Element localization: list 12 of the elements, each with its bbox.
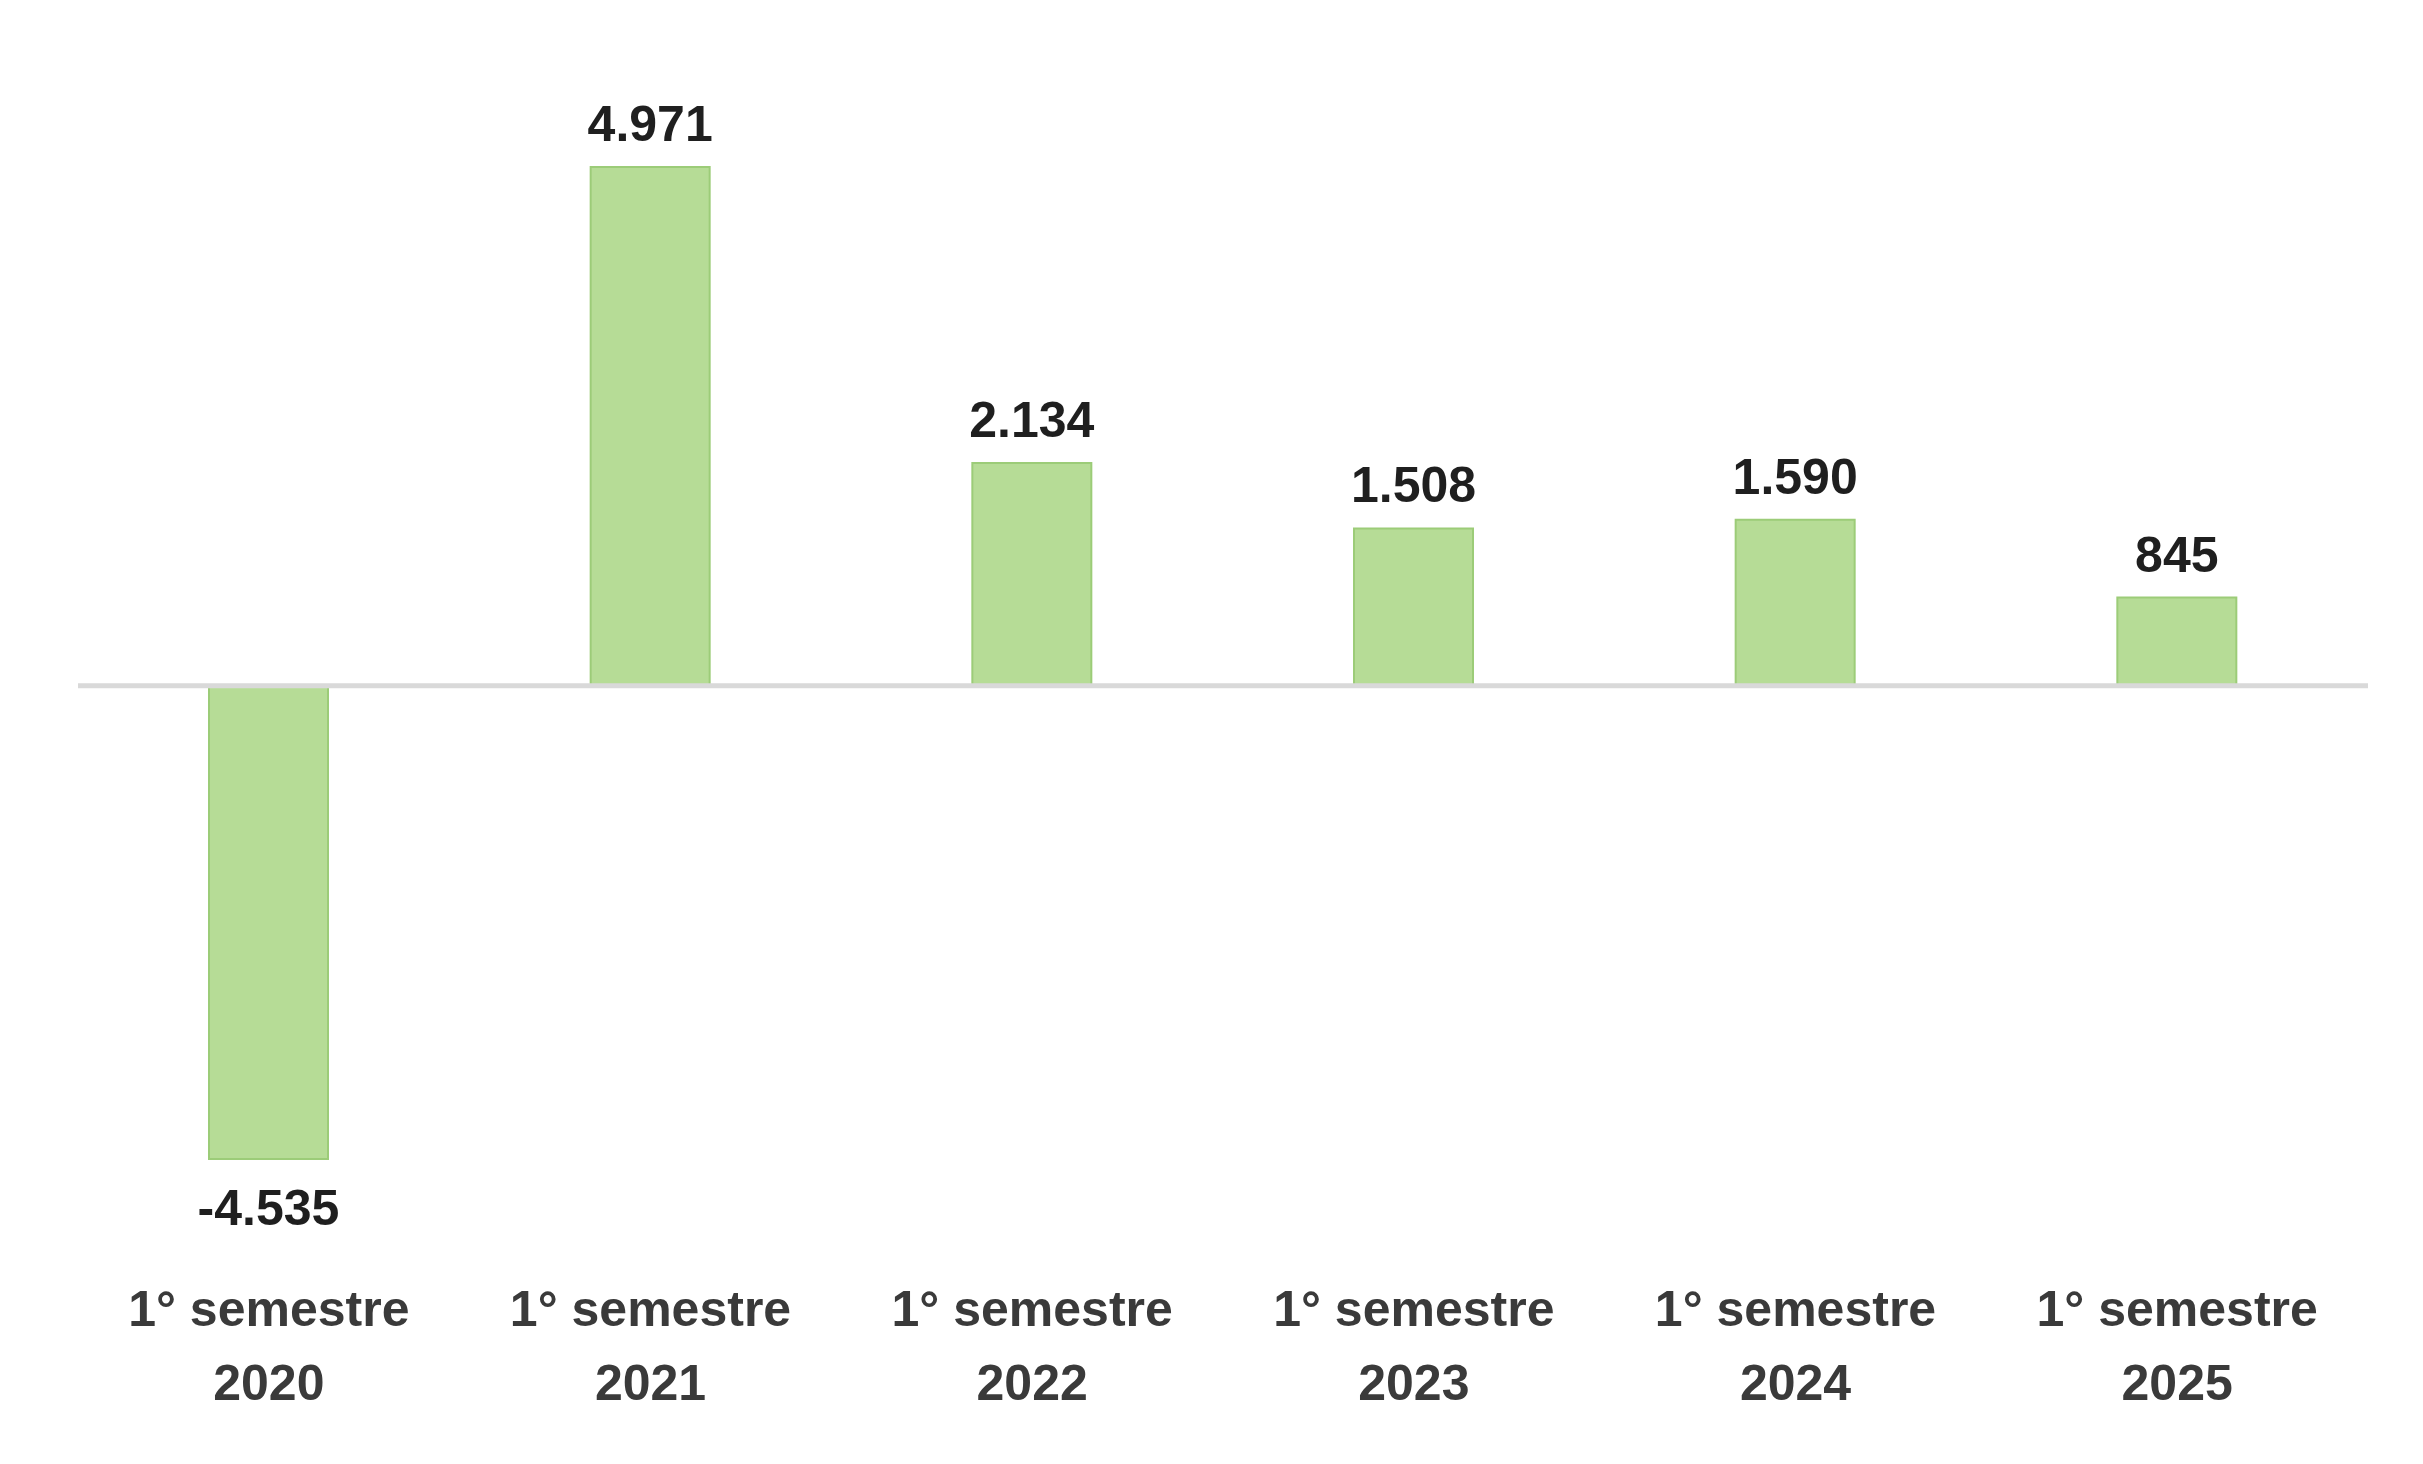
data-label: -4.535 [197,1179,340,1236]
x-tick-label: 1° semestre 2021 [509,1281,792,1411]
x-tick-label: 1° semestre 2020 [128,1281,410,1411]
data-label: 2.134 [969,392,1095,449]
x-tick-label: 1° semestre 2022 [891,1281,1173,1411]
data-label: 1.508 [1350,457,1477,514]
x-tick-label: 1° semestre 2023 [1273,1281,1555,1411]
data-label: 845 [2135,526,2219,583]
data-label: 1.590 [1732,448,1858,505]
x-tick-label: 1° semestre 2025 [2036,1281,2318,1411]
x-tick-label: 1° semestre 2024 [1654,1281,1937,1411]
data-label: 4.971 [587,96,713,153]
